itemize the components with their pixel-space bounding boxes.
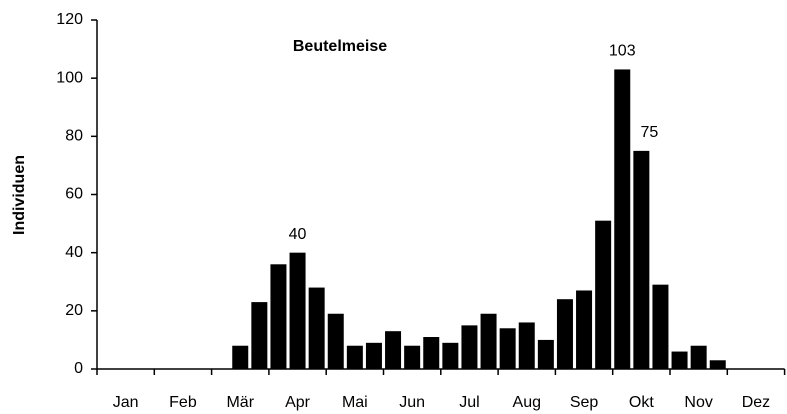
y-tick-label: 120 [56,11,83,28]
bar [709,360,726,369]
bar [556,299,573,369]
bar [365,342,382,369]
x-tick-label: Jan [113,394,139,411]
bar [595,220,612,369]
y-axis-label: Individuen [11,155,28,235]
bar [404,345,421,369]
x-tick-label: Dez [742,394,770,411]
bar [671,351,688,369]
x-tick-label: Okt [629,394,654,411]
bar [690,345,707,369]
bar [518,322,535,369]
x-tick-label: Jun [399,394,425,411]
bar [232,345,249,369]
bar [652,284,669,369]
bar [327,313,344,369]
bar [461,325,478,369]
y-tick-label: 0 [74,360,83,377]
bar [576,290,593,369]
bar [346,345,363,369]
bar [289,252,306,369]
y-tick-label: 40 [65,244,83,261]
y-tick-label: 20 [65,302,83,319]
bar [480,313,497,369]
value-label: 75 [640,124,658,141]
bar [251,302,268,369]
y-tick-label: 100 [56,69,83,86]
x-tick-label: Nov [684,394,712,411]
x-tick-label: Feb [169,394,197,411]
bar [385,331,402,369]
bar [633,150,650,369]
value-label: 103 [609,43,636,60]
x-tick-label: Jul [459,394,479,411]
x-tick-label: Sep [570,394,599,411]
bar [499,328,516,369]
bar [308,287,325,369]
chart-title: Beutelmeise [293,38,387,55]
x-tick-label: Aug [513,394,541,411]
bar [423,337,440,369]
x-tick-label: Mär [226,394,254,411]
x-tick-label: Apr [285,394,311,411]
bar [614,69,631,370]
bar [270,264,287,369]
bar [442,342,459,369]
y-tick-label: 80 [65,128,83,145]
y-tick-label: 60 [65,186,83,203]
value-label: 40 [289,226,307,243]
x-tick-label: Mai [342,394,368,411]
bar [537,339,554,369]
